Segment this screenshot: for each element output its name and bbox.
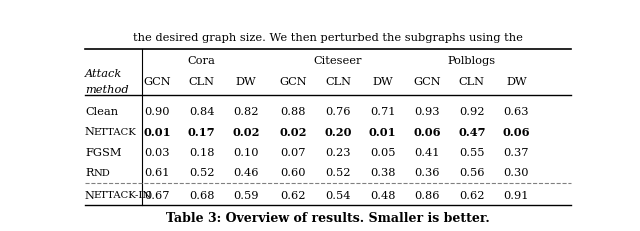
Text: 0.88: 0.88: [280, 106, 306, 116]
Text: 0.01: 0.01: [369, 126, 396, 137]
Text: Clean: Clean: [85, 106, 118, 116]
Text: 0.30: 0.30: [504, 168, 529, 178]
Text: method: method: [85, 85, 129, 95]
Text: 0.23: 0.23: [325, 147, 351, 157]
Text: Table 3: Overview of results. Smaller is better.: Table 3: Overview of results. Smaller is…: [166, 211, 490, 224]
Text: 0.46: 0.46: [234, 168, 259, 178]
Text: 0.06: 0.06: [503, 126, 530, 137]
Text: 0.67: 0.67: [144, 190, 170, 200]
Text: GCN: GCN: [143, 77, 171, 87]
Text: ETTACK: ETTACK: [94, 127, 136, 136]
Text: 0.38: 0.38: [370, 168, 396, 178]
Text: 0.56: 0.56: [459, 168, 484, 178]
Text: 0.71: 0.71: [370, 106, 396, 116]
Text: 0.06: 0.06: [413, 126, 441, 137]
Text: CLN: CLN: [459, 77, 485, 87]
Text: 0.41: 0.41: [415, 147, 440, 157]
Text: the desired graph size. We then perturbed the subgraphs using the: the desired graph size. We then perturbe…: [133, 33, 523, 43]
Text: 0.52: 0.52: [189, 168, 214, 178]
Text: CLN: CLN: [189, 77, 214, 87]
Text: 0.91: 0.91: [504, 190, 529, 200]
Text: 0.86: 0.86: [415, 190, 440, 200]
Text: 0.55: 0.55: [459, 147, 484, 157]
Text: DW: DW: [372, 77, 393, 87]
Text: Citeseer: Citeseer: [314, 56, 362, 66]
Text: ND: ND: [94, 168, 111, 177]
Text: 0.82: 0.82: [234, 106, 259, 116]
Text: 0.62: 0.62: [280, 190, 306, 200]
Text: 0.63: 0.63: [504, 106, 529, 116]
Text: N: N: [85, 190, 95, 200]
Text: 0.10: 0.10: [234, 147, 259, 157]
Text: Polblogs: Polblogs: [448, 56, 496, 66]
Text: 0.62: 0.62: [459, 190, 484, 200]
Text: 0.37: 0.37: [504, 147, 529, 157]
Text: 0.61: 0.61: [144, 168, 170, 178]
Text: 0.05: 0.05: [370, 147, 396, 157]
Text: 0.18: 0.18: [189, 147, 214, 157]
Text: DW: DW: [236, 77, 257, 87]
Text: 0.68: 0.68: [189, 190, 214, 200]
Text: DW: DW: [506, 77, 527, 87]
Text: 0.01: 0.01: [143, 126, 171, 137]
Text: 0.02: 0.02: [280, 126, 307, 137]
Text: 0.59: 0.59: [234, 190, 259, 200]
Text: R: R: [85, 168, 93, 178]
Text: 0.90: 0.90: [144, 106, 170, 116]
Text: 0.52: 0.52: [325, 168, 351, 178]
Text: 0.03: 0.03: [144, 147, 170, 157]
Text: FGSM: FGSM: [85, 147, 122, 157]
Text: 0.47: 0.47: [458, 126, 486, 137]
Text: 0.84: 0.84: [189, 106, 214, 116]
Text: GCN: GCN: [413, 77, 441, 87]
Text: 0.48: 0.48: [370, 190, 396, 200]
Text: 0.36: 0.36: [415, 168, 440, 178]
Text: 0.93: 0.93: [415, 106, 440, 116]
Text: 0.92: 0.92: [459, 106, 484, 116]
Text: GCN: GCN: [280, 77, 307, 87]
Text: N: N: [85, 127, 95, 137]
Text: CLN: CLN: [325, 77, 351, 87]
Text: 0.60: 0.60: [280, 168, 306, 178]
Text: Attack: Attack: [85, 69, 122, 79]
Text: 0.17: 0.17: [188, 126, 215, 137]
Text: ETTACK-IN: ETTACK-IN: [94, 190, 152, 199]
Text: 0.54: 0.54: [325, 190, 351, 200]
Text: Cora: Cora: [188, 56, 216, 66]
Text: 0.20: 0.20: [324, 126, 351, 137]
Text: 0.02: 0.02: [232, 126, 260, 137]
Text: 0.76: 0.76: [325, 106, 351, 116]
Text: 0.07: 0.07: [280, 147, 306, 157]
